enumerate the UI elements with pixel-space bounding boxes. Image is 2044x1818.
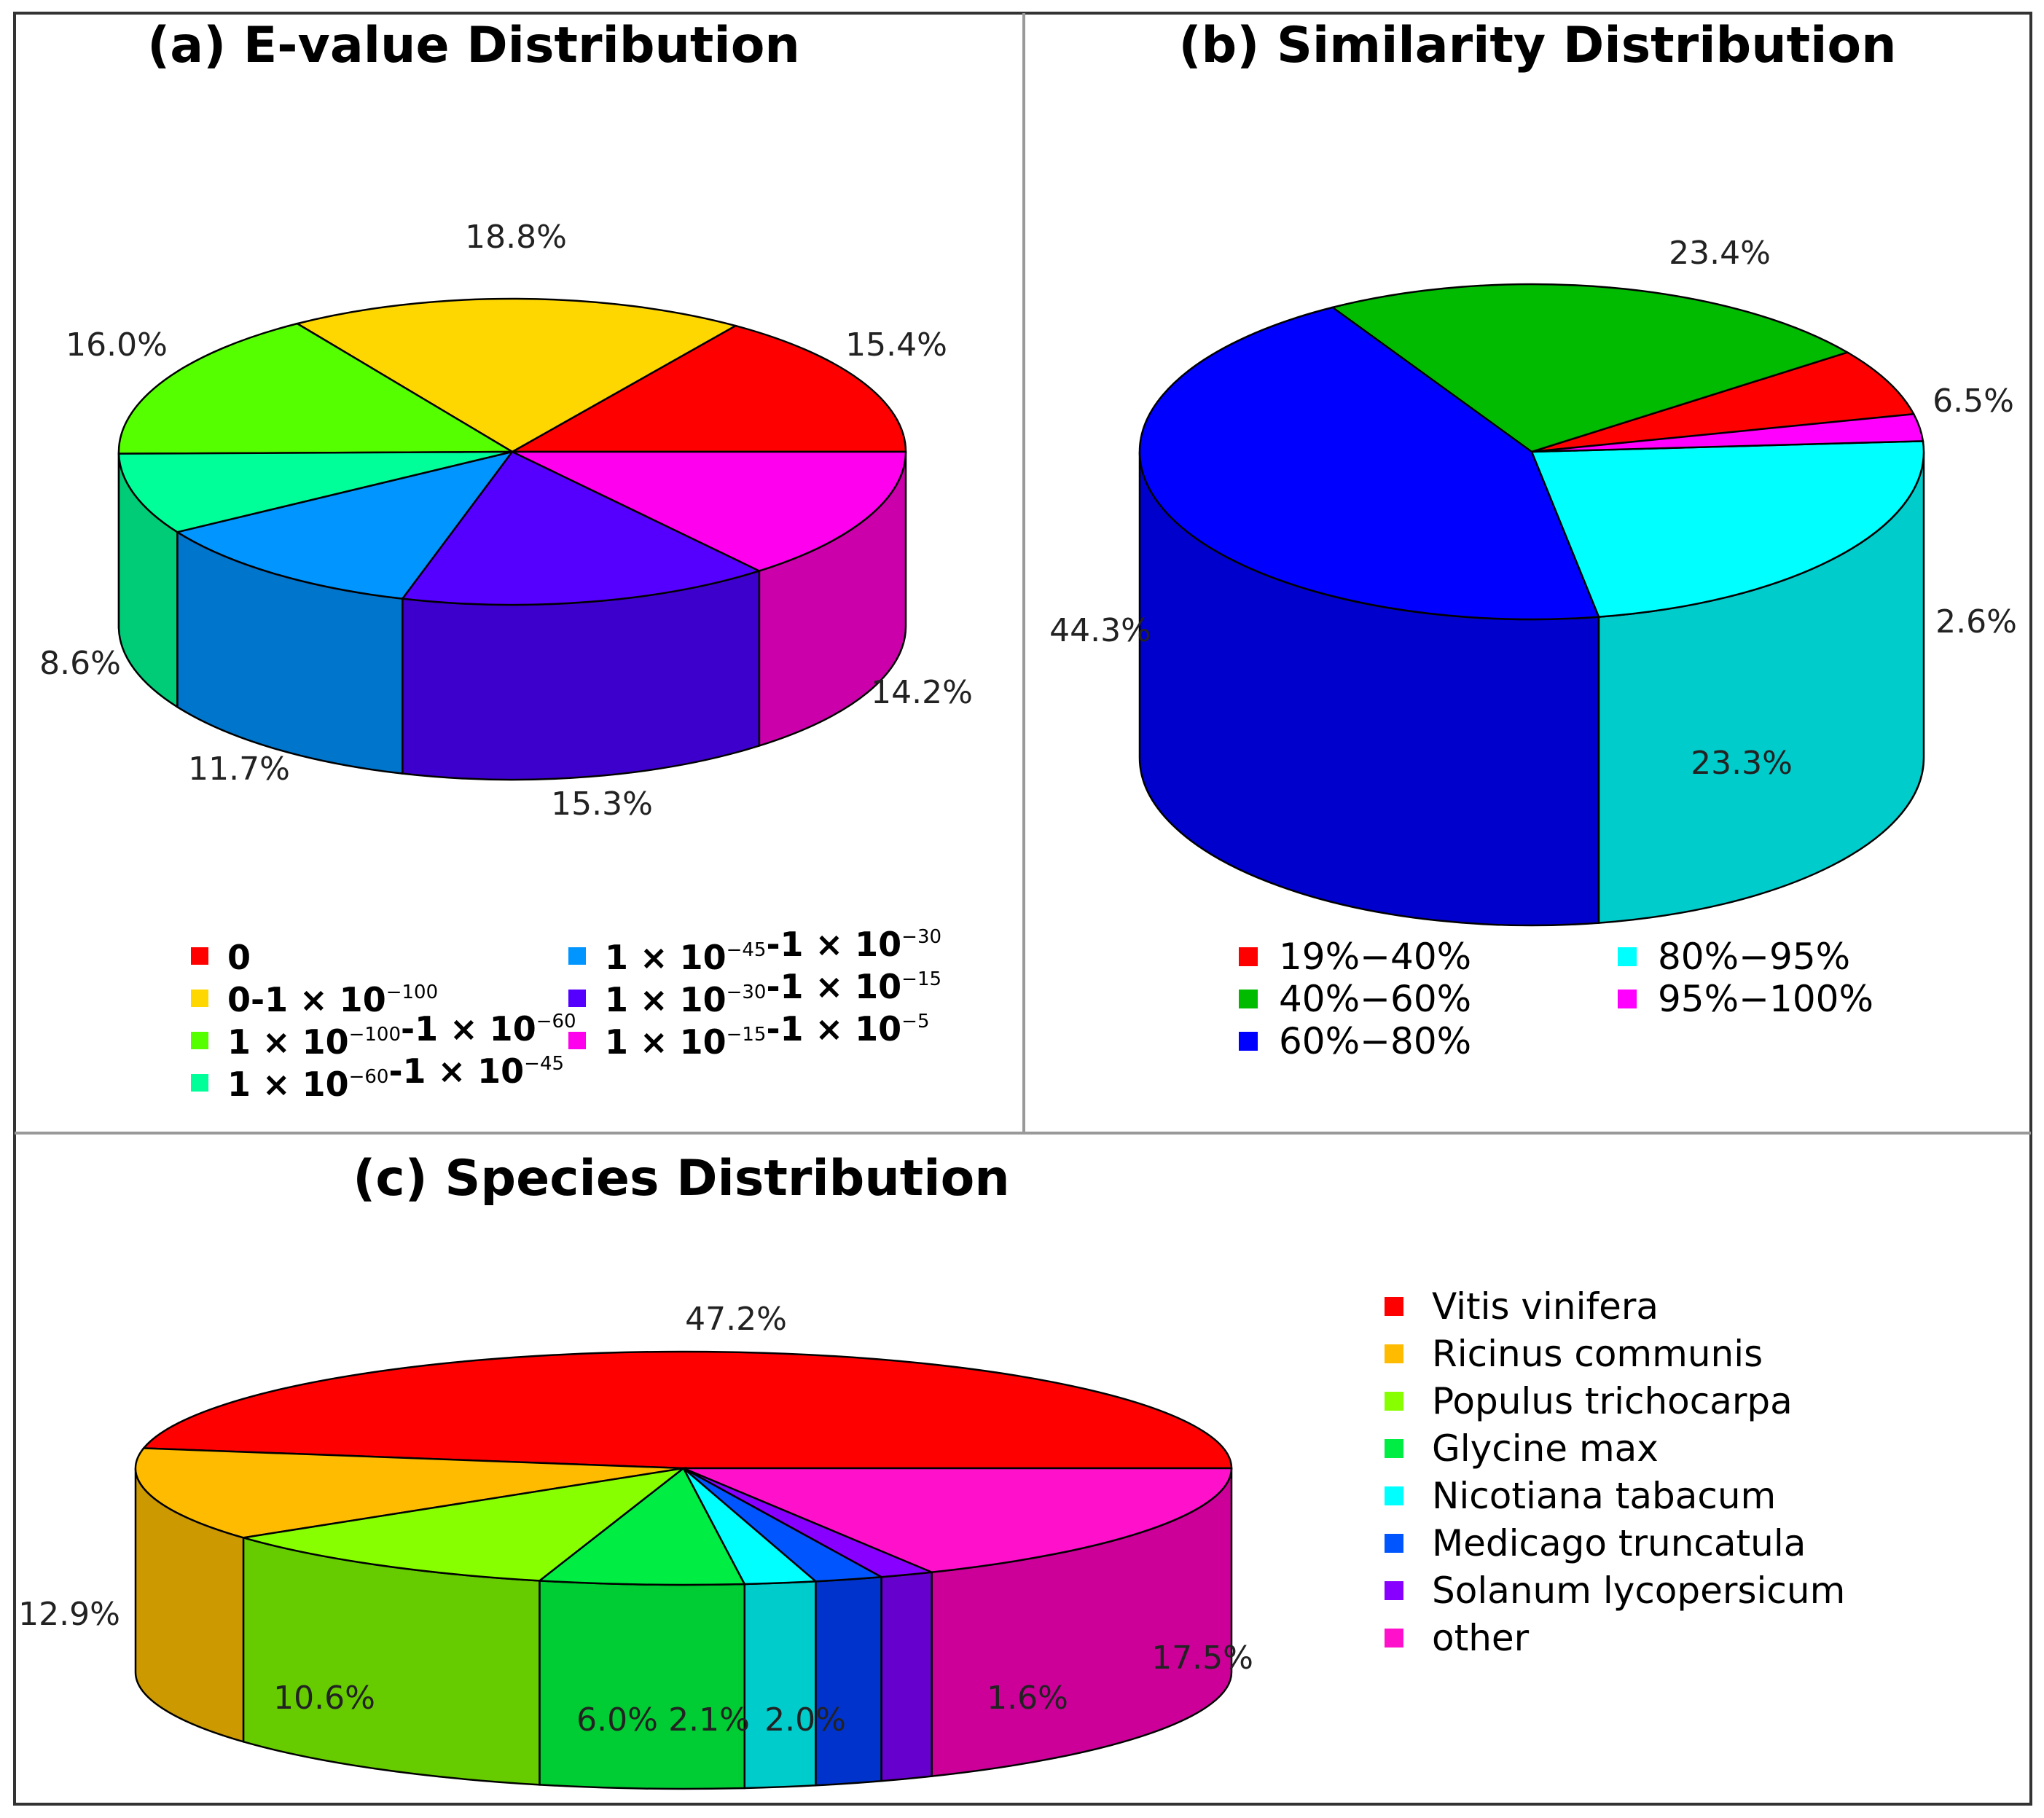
- pie-sides: [134, 1468, 1233, 1790]
- legend-b-swatch-4: [1618, 990, 1637, 1008]
- legend-b-swatch-0: [1239, 947, 1258, 966]
- legend-b-label-1: 40%−60%: [1279, 978, 1471, 1020]
- panel-a-title: (a) E-value Distribution: [147, 17, 800, 74]
- slice-label-0: 15.4%: [845, 326, 947, 364]
- legend-c-label-2: Populus trichocarpa: [1432, 1380, 1793, 1422]
- legend-a-label-6: 1 × 10−15-1 × 10−5: [605, 1009, 929, 1062]
- legend-c-swatch-1: [1385, 1344, 1403, 1363]
- pie-slice-7: [683, 1467, 1233, 1573]
- slice-label-4: 2.1%: [668, 1701, 750, 1739]
- pie-side-6: [880, 1571, 933, 1782]
- legend-c-swatch-7: [1385, 1629, 1403, 1647]
- legend-a-swatch-3: [191, 1074, 208, 1092]
- pie-slice-1: [1330, 283, 1850, 453]
- legend-c-swatch-5: [1385, 1534, 1403, 1553]
- slice-label-7: 17.5%: [1151, 1639, 1253, 1677]
- pie-labels: 6.5% 23.4% 44.3% 23.3% 2.6%: [1049, 235, 2017, 782]
- legend-c-label-7: other: [1432, 1617, 1530, 1659]
- legend-c-swatch-2: [1385, 1392, 1403, 1411]
- legend-c: Vitis vinifera Ricinus communis Populus tr…: [1385, 1285, 1845, 1659]
- slice-label-0: 6.5%: [1933, 383, 2014, 420]
- pie-slice-3: [117, 450, 513, 533]
- panel-c-title: (c) Species Distribution: [353, 1150, 1009, 1207]
- pie-side-3: [539, 1580, 746, 1790]
- legend-a-swatch-2: [191, 1032, 208, 1049]
- slice-label-4: 11.7%: [188, 751, 290, 788]
- pie-chart-c: 47.2% 12.9% 10.6% 6.0% 2.1% 2.0% 1.6% 17.5%: [18, 1301, 1253, 1790]
- legend-a-label-2: 1 × 10−100-1 × 10−60: [227, 1009, 576, 1062]
- legend-b: 19%−40%40%−60%60%−80% 80%−95%95%−100%: [1239, 936, 1873, 1062]
- pie-slice-4: [1531, 412, 1924, 453]
- legend-c-swatch-6: [1385, 1581, 1403, 1600]
- pie-tops: [1138, 283, 1925, 621]
- slice-label-1: 12.9%: [18, 1596, 120, 1633]
- pie-slice-4: [175, 450, 515, 600]
- slice-label-2: 44.3%: [1049, 612, 1151, 649]
- legend-c-swatch-4: [1385, 1486, 1403, 1505]
- pie-slice-0: [1531, 351, 1916, 453]
- slice-label-6: 14.2%: [871, 674, 973, 711]
- pie-chart-a: 15.4% 18.8% 16.0% 8.6% 11.7% 15.3% 14.2%: [39, 219, 973, 823]
- slice-label-1: 23.4%: [1669, 235, 1771, 272]
- legend-c-label-3: Glycine max: [1432, 1427, 1659, 1470]
- pie-slice-1: [294, 297, 738, 453]
- pie-slice-2: [1138, 306, 1600, 621]
- legend-a-swatch-1: [191, 990, 208, 1007]
- pie-tops: [117, 297, 907, 606]
- slice-label-2: 10.6%: [273, 1680, 375, 1717]
- legend-b-swatch-3: [1618, 947, 1637, 966]
- pie-slice-1: [134, 1447, 684, 1539]
- legend-a-label-4: 1 × 10−45-1 × 10−30: [605, 925, 941, 977]
- legend-c-label-4: Nicotiana tabacum: [1432, 1475, 1776, 1517]
- pie-side-4: [743, 1580, 817, 1790]
- legend-a-swatch-0: [191, 947, 208, 965]
- legend-c-label-0: Vitis vinifera: [1432, 1285, 1659, 1328]
- legend-b-label-2: 60%−80%: [1279, 1020, 1471, 1062]
- slice-label-3: 6.0%: [576, 1701, 658, 1739]
- slice-label-3: 8.6%: [39, 645, 121, 682]
- legend-b-label-0: 19%−40%: [1279, 936, 1471, 978]
- pie-sides: [117, 451, 907, 781]
- slice-label-2: 16.0%: [66, 326, 168, 364]
- slice-label-4: 2.6%: [1935, 603, 2017, 640]
- slice-label-6: 1.6%: [987, 1680, 1068, 1717]
- slice-label-5: 2.0%: [764, 1701, 846, 1739]
- legend-b-swatch-1: [1239, 990, 1258, 1008]
- slice-label-1: 18.8%: [465, 219, 567, 256]
- legend-a-swatch-6: [568, 1032, 586, 1049]
- pie-tops: [134, 1350, 1233, 1586]
- pie-chart-b: 6.5% 23.4% 44.3% 23.3% 2.6%: [1049, 235, 2017, 927]
- pie-slice-5: [401, 450, 762, 606]
- panel-b-title: (b) Similarity Distribution: [1178, 17, 1896, 74]
- pie-slice-6: [512, 450, 907, 572]
- legend-a-swatch-4: [568, 947, 586, 965]
- pie-labels: 15.4% 18.8% 16.0% 8.6% 11.7% 15.3% 14.2%: [39, 219, 973, 823]
- slice-label-0: 47.2%: [685, 1301, 787, 1338]
- legend-c-label-1: Ricinus communis: [1432, 1333, 1763, 1375]
- legend-a-label-0: 0: [227, 938, 251, 977]
- pie-side-5: [815, 1575, 882, 1787]
- legend-a-swatch-5: [568, 990, 586, 1007]
- legend-c-swatch-3: [1385, 1439, 1403, 1458]
- pie-slice-3: [1530, 440, 1925, 618]
- legend-a-label-5: 1 × 10−30-1 × 10−15: [605, 967, 941, 1019]
- legend-b-label-4: 95%−100%: [1658, 978, 1873, 1020]
- pie-slice-0: [509, 324, 907, 453]
- pie-slice-0: [141, 1350, 1233, 1470]
- pie-labels: 47.2% 12.9% 10.6% 6.0% 2.1% 2.0% 1.6% 17.5%: [18, 1301, 1253, 1739]
- pie-slice-3: [537, 1467, 746, 1586]
- legend-c-label-6: Solanum lycopersicum: [1432, 1570, 1845, 1612]
- pie-slice-2: [117, 322, 516, 455]
- slice-label-5: 15.3%: [551, 785, 653, 823]
- legend-a-label-3: 1 × 10−60-1 × 10−45: [227, 1051, 564, 1104]
- slice-label-3: 23.3%: [1691, 745, 1793, 782]
- pie-slice-2: [243, 1467, 687, 1582]
- legend-c-swatch-0: [1385, 1297, 1403, 1316]
- legend-c-label-5: Medicago truncatula: [1432, 1522, 1806, 1564]
- legend-b-label-3: 80%−95%: [1658, 936, 1850, 978]
- legend-b-swatch-2: [1239, 1032, 1258, 1051]
- legend-a-label-1: 0-1 × 10−100: [227, 980, 438, 1019]
